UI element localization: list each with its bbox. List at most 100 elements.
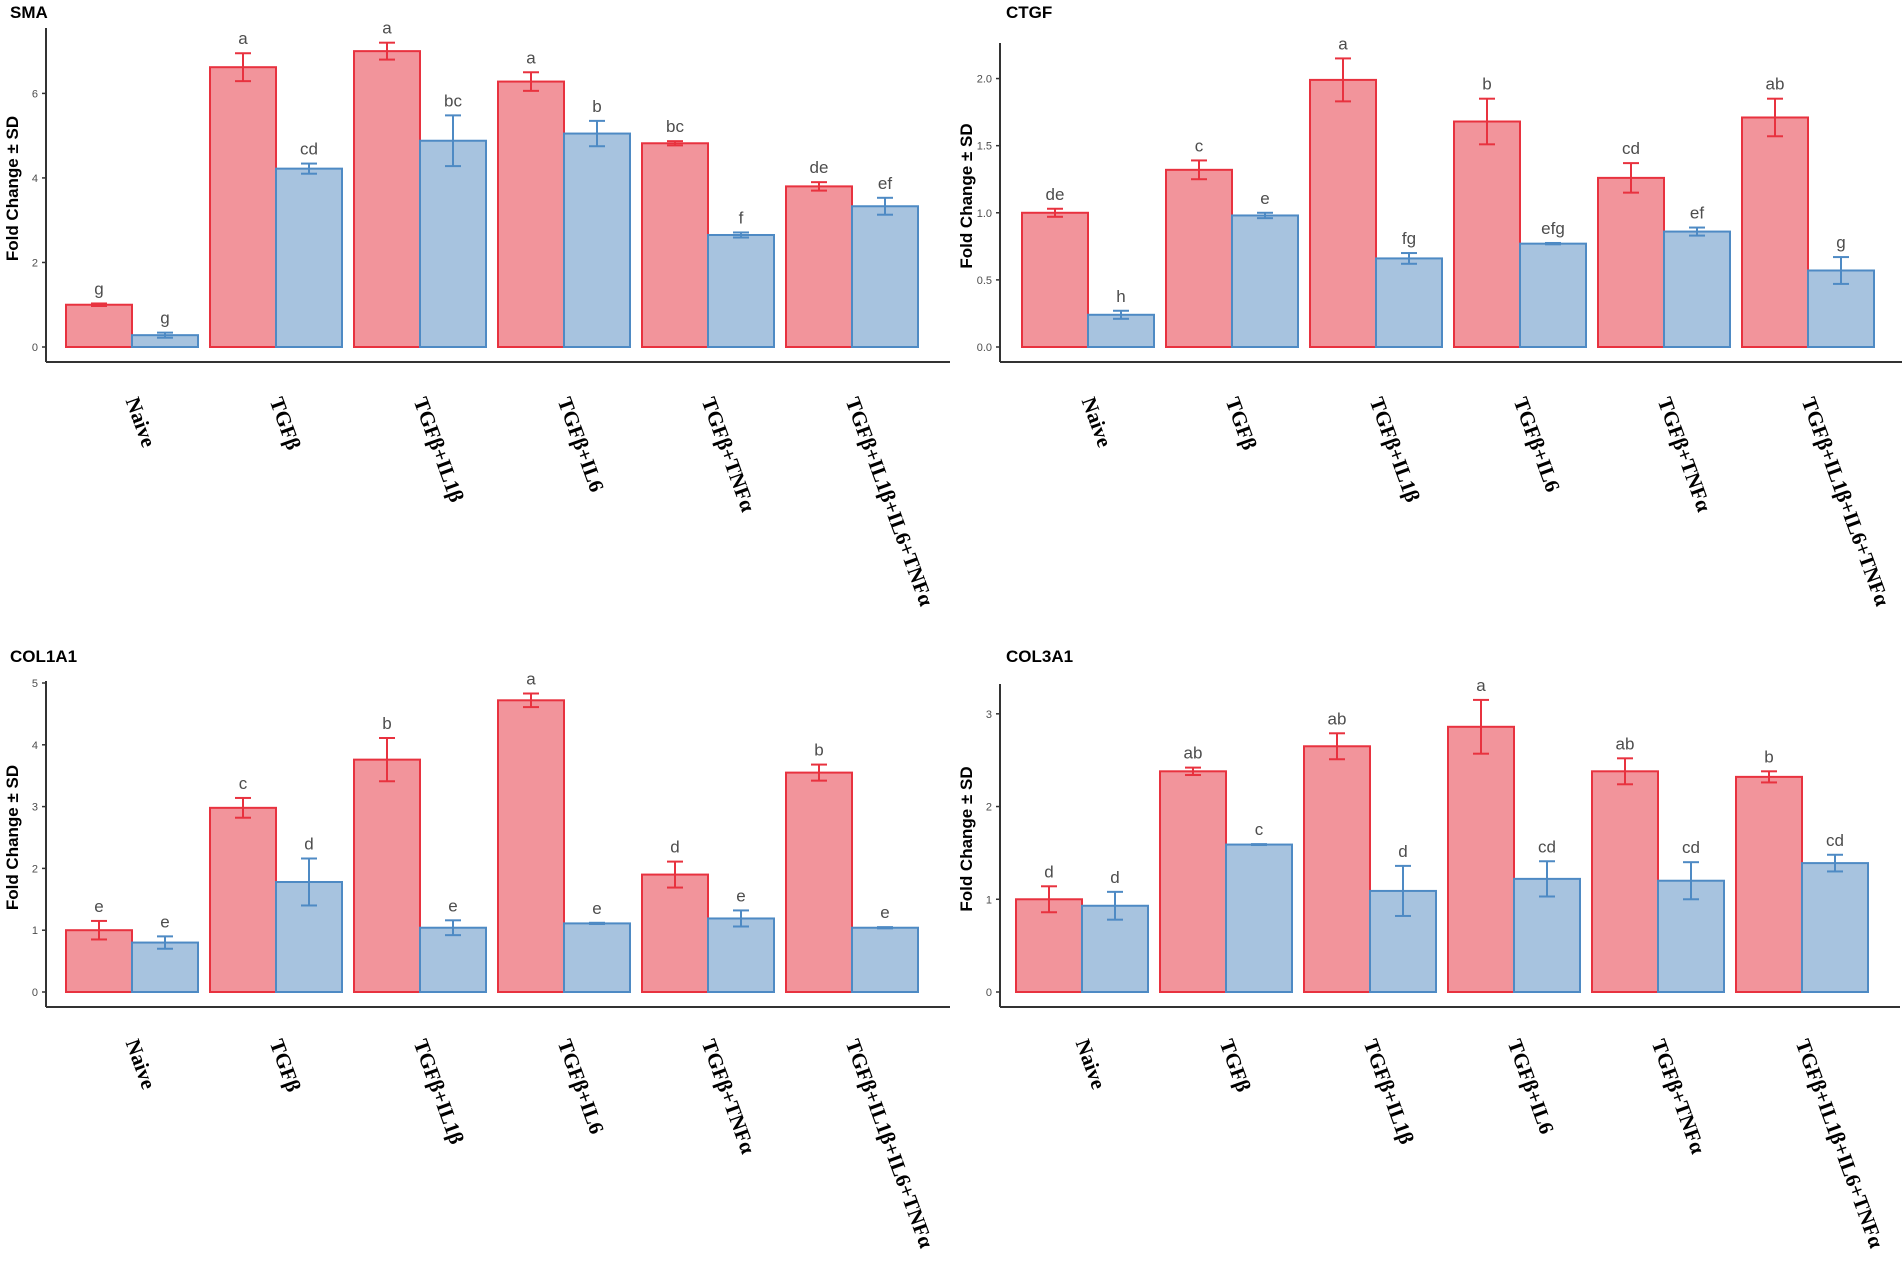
significance-letter: a (1476, 676, 1486, 695)
category-label: TGFβ+TNFα (697, 1036, 761, 1157)
category-label: TGFβ+IL1β+IL6+TNFα (1791, 1036, 1889, 1251)
y-tick-label: 2 (32, 863, 38, 875)
significance-letter: cd (1682, 838, 1700, 857)
bar-blue (1801, 862, 1869, 993)
bar-red (1015, 898, 1083, 993)
significance-letter: a (526, 48, 536, 67)
bar-blue (563, 132, 631, 348)
significance-letter: cd (1538, 837, 1556, 856)
significance-letter: cd (1622, 139, 1640, 158)
significance-letter: ab (1328, 709, 1347, 728)
category-label: TGFβ (265, 394, 306, 453)
bar-red (353, 50, 421, 349)
y-tick-label: 0 (986, 987, 992, 999)
category-label: TGFβ+IL6 (553, 394, 609, 495)
significance-letter: d (1044, 862, 1053, 881)
y-tick-label: 4 (32, 173, 38, 185)
significance-letter: a (382, 19, 392, 38)
bar-red (785, 771, 853, 993)
category-label: TGFβ+TNFα (1653, 394, 1717, 515)
significance-letter: efg (1541, 219, 1565, 238)
panel-title: COL3A1 (1006, 647, 1073, 666)
y-tick-label: 3 (986, 709, 992, 721)
category-label: TGFβ (1215, 1036, 1256, 1095)
significance-letter: a (1338, 34, 1348, 53)
bar-red (1453, 120, 1521, 348)
panel-ctgf: CTGF Fold Change ± SD 0.0 0.5 1.0 1.5 2.0 de h Na… (957, 3, 1902, 609)
category-label: TGFβ+IL1β (1365, 394, 1425, 506)
significance-letter: e (1260, 189, 1269, 208)
category-label: TGFβ+IL1β+IL6+TNFα (1797, 394, 1895, 609)
significance-letter: f (739, 208, 744, 227)
category-label: TGFβ+IL1β+IL6+TNFα (841, 394, 939, 609)
y-tick-label: 2.0 (977, 74, 992, 86)
bar-blue (1513, 877, 1581, 994)
significance-letter: c (239, 774, 248, 793)
significance-letter: a (238, 29, 248, 48)
bar-blue (1231, 214, 1299, 348)
panel-title: CTGF (1006, 3, 1052, 22)
y-tick-label: 1.0 (977, 208, 992, 220)
y-tick-label: 0.0 (977, 342, 992, 354)
significance-letter: bc (666, 117, 684, 136)
significance-letter: d (304, 835, 313, 854)
significance-letter: de (1046, 185, 1065, 204)
bar-blue (1225, 843, 1293, 994)
bar-blue (275, 167, 343, 348)
significance-letter: e (448, 896, 457, 915)
significance-letter: de (810, 158, 829, 177)
bar-blue (851, 205, 919, 348)
significance-letter: g (94, 279, 103, 298)
category-label: TGFβ+TNFα (697, 394, 761, 515)
bar-red (1735, 775, 1803, 994)
category-label: Naive (121, 1036, 161, 1092)
significance-letter: b (1764, 747, 1773, 766)
category-label: Naive (1077, 394, 1117, 450)
bar-red (497, 699, 565, 994)
bar-red (1021, 211, 1089, 348)
significance-letter: g (1836, 233, 1845, 252)
bar-red (1159, 770, 1227, 993)
y-tick-label: 4 (32, 740, 38, 752)
significance-letter: e (160, 912, 169, 931)
significance-letter: ab (1616, 734, 1635, 753)
category-label: TGFβ+IL1β (409, 1036, 469, 1148)
significance-letter: ab (1766, 75, 1785, 94)
y-axis-label: Fold Change ± SD (957, 766, 976, 911)
significance-letter: cd (300, 140, 318, 159)
y-axis-label: Fold Change ± SD (957, 123, 976, 268)
category-label: TGFβ (265, 1036, 306, 1095)
significance-letter: cd (1826, 831, 1844, 850)
bar-blue (419, 139, 487, 348)
significance-letter: bc (444, 91, 462, 110)
category-label: TGFβ+IL6 (1509, 394, 1565, 495)
significance-letter: e (94, 897, 103, 916)
bar-red (1447, 725, 1515, 993)
significance-letter: fg (1402, 229, 1416, 248)
significance-letter: b (592, 97, 601, 116)
y-tick-label: 0.5 (977, 275, 992, 287)
significance-letter: e (592, 899, 601, 918)
panel-title: COL1A1 (10, 647, 77, 666)
y-tick-label: 2 (986, 802, 992, 814)
y-tick-label: 1 (986, 894, 992, 906)
significance-letter: d (670, 838, 679, 857)
significance-letter: g (160, 309, 169, 328)
significance-letter: b (1482, 75, 1491, 94)
bar-blue (707, 233, 775, 348)
category-label: TGFβ+IL6 (553, 1036, 609, 1137)
bar-red (1591, 770, 1659, 993)
significance-letter: ab (1184, 744, 1203, 763)
significance-letter: d (1110, 868, 1119, 887)
y-tick-label: 5 (32, 678, 38, 690)
y-tick-label: 0 (32, 342, 38, 354)
significance-letter: a (526, 670, 536, 689)
bar-blue (1663, 230, 1731, 349)
bar-red (641, 873, 709, 994)
significance-letter: h (1116, 287, 1125, 306)
significance-letter: b (382, 714, 391, 733)
significance-letter: d (1398, 842, 1407, 861)
y-tick-label: 6 (32, 88, 38, 100)
